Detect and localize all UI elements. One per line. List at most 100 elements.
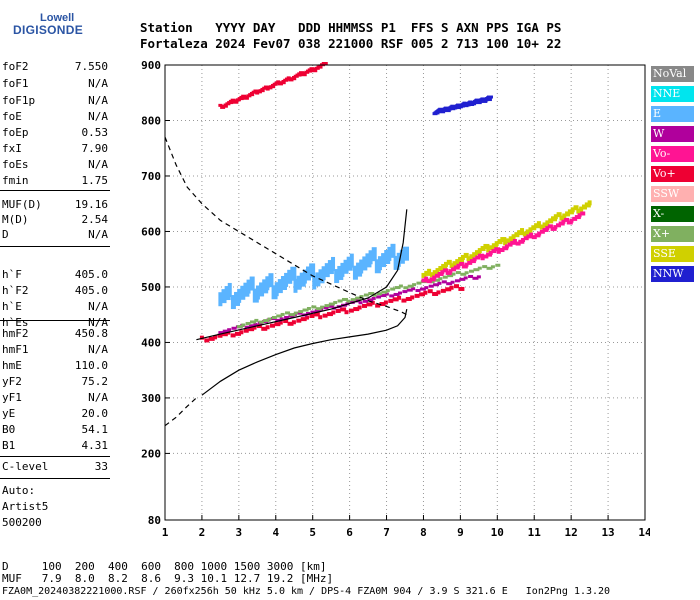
echo-point-e xyxy=(393,255,400,270)
echo-point-x- xyxy=(263,319,270,323)
echo-point-e xyxy=(262,279,269,294)
param-value: 75.2 xyxy=(81,375,109,388)
echo-point-w xyxy=(231,326,237,330)
param-value: 405.0 xyxy=(74,284,108,297)
echo-point-e xyxy=(368,250,373,265)
echo-point-e xyxy=(243,282,250,297)
echo-point-sse xyxy=(477,248,482,254)
echo-point-vo- xyxy=(326,312,333,317)
echo-point-sse xyxy=(562,213,567,219)
echo-point-vo- xyxy=(353,307,360,312)
echo-point-e xyxy=(337,265,344,280)
echo-point-x- xyxy=(267,317,272,321)
echo-point-sse xyxy=(520,228,525,234)
echo-point-w xyxy=(367,298,374,302)
echo-point-e xyxy=(327,260,334,275)
echo-point-vo- xyxy=(414,293,420,298)
param-value: 54.1 xyxy=(81,423,109,436)
legend-item-sse: SSE xyxy=(651,246,694,262)
param-value: 405.0 xyxy=(74,268,108,281)
echo-point-e xyxy=(384,250,391,265)
echo-point-vo- xyxy=(531,235,537,240)
echo-point-vo- xyxy=(432,291,439,296)
echo-point-x- xyxy=(385,289,390,293)
echo-point-x- xyxy=(438,277,443,281)
echo-point-vo- xyxy=(401,298,407,303)
param-label: h`E xyxy=(2,300,22,313)
echo-point-w xyxy=(433,283,440,287)
echo-point-vo- xyxy=(230,333,236,338)
echo-point-vo- xyxy=(218,103,223,107)
auto-label: Auto: xyxy=(2,484,36,497)
echo-point-w xyxy=(424,286,429,290)
echo-point-vo- xyxy=(440,270,445,275)
echo-point-x- xyxy=(464,271,469,275)
echo-point-x- xyxy=(249,320,256,324)
param-label: h`Es xyxy=(2,316,29,329)
echo-point-x- xyxy=(473,268,480,272)
x-tick-label: 3 xyxy=(236,526,243,539)
echo-point-x- xyxy=(258,320,264,324)
echo-point-vo- xyxy=(344,310,349,315)
echo-point-x- xyxy=(355,296,362,300)
x-tick-label: 1 xyxy=(162,526,169,539)
echo-point-vo- xyxy=(545,226,550,231)
echo-point-vo- xyxy=(405,297,412,302)
echo-point-nnw xyxy=(486,95,493,99)
echo-point-vo- xyxy=(234,331,241,336)
param-value: N/A xyxy=(88,228,108,241)
echo-point-e xyxy=(274,282,279,297)
echo-point-x- xyxy=(271,316,277,320)
echo-point-vo- xyxy=(442,268,448,273)
echo-point-vo- xyxy=(256,324,262,329)
echo-point-x- xyxy=(490,265,495,269)
param-label: h`F2 xyxy=(2,284,29,297)
echo-point-vo- xyxy=(300,317,307,322)
echo-point-e xyxy=(265,276,270,291)
echo-point-vo- xyxy=(451,267,457,272)
echo-point-sse xyxy=(429,272,435,278)
echo-point-nnw xyxy=(487,98,492,102)
echo-point-x- xyxy=(455,271,461,275)
echo-point-w xyxy=(472,276,479,280)
echo-point-e xyxy=(221,289,227,304)
echo-point-x- xyxy=(337,299,343,303)
echo-point-x- xyxy=(482,265,488,269)
echo-point-vo- xyxy=(440,288,446,293)
separator xyxy=(0,246,110,247)
echo-point-vo- xyxy=(313,312,320,317)
echo-point-vo- xyxy=(488,250,493,255)
echo-point-x- xyxy=(241,323,246,327)
echo-point-vo- xyxy=(309,313,315,318)
echo-point-x- xyxy=(341,297,348,301)
echo-point-x- xyxy=(350,298,356,302)
echo-point-e xyxy=(240,285,246,300)
echo-point-e xyxy=(324,263,330,278)
param-value: 2.54 xyxy=(81,213,109,226)
echo-point-sse xyxy=(503,240,508,246)
x-tick-label: 11 xyxy=(528,526,542,539)
echo-point-x- xyxy=(306,306,311,310)
echo-point-sse xyxy=(522,231,528,237)
echo-point-vo- xyxy=(529,232,534,237)
echo-point-x- xyxy=(315,307,322,311)
echo-point-vo- xyxy=(388,298,394,303)
echo-point-w xyxy=(362,299,368,303)
y-tick-label: 600 xyxy=(141,225,161,238)
param-value: 7.550 xyxy=(74,60,108,73)
echo-point-w xyxy=(389,294,395,298)
y-tick-label: 700 xyxy=(141,170,161,183)
echo-point-e xyxy=(318,269,325,284)
echo-point-w xyxy=(358,301,363,305)
echo-point-w xyxy=(284,315,290,319)
echo-point-vo- xyxy=(496,249,501,254)
echo-point-w xyxy=(376,295,382,299)
echo-point-e xyxy=(293,278,298,293)
echo-point-sse xyxy=(469,254,474,260)
echo-point-vo- xyxy=(456,263,461,268)
echo-point-x- xyxy=(346,299,351,303)
echo-point-vo- xyxy=(253,89,260,93)
param-label: foEs xyxy=(2,158,29,171)
param-label: hmE xyxy=(2,359,22,372)
param-label: yF2 xyxy=(2,375,22,388)
